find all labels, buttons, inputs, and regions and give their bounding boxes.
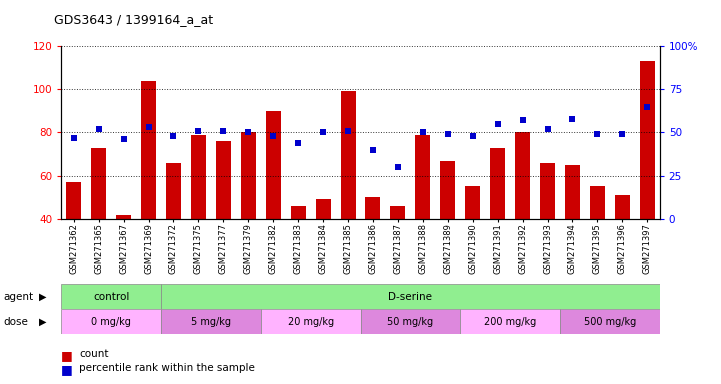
Bar [291, 206, 306, 219]
Bar [141, 81, 156, 219]
Point [392, 164, 404, 170]
Point [517, 118, 528, 124]
Point [567, 116, 578, 122]
Text: ▶: ▶ [39, 316, 46, 327]
Point [417, 129, 428, 136]
Text: control: control [93, 291, 129, 302]
Bar [161, 284, 660, 309]
Bar [316, 199, 330, 219]
Bar [161, 309, 261, 334]
Bar [261, 309, 360, 334]
Bar [91, 147, 106, 219]
Text: ■: ■ [61, 363, 73, 376]
Bar [540, 163, 555, 219]
Point [616, 131, 628, 137]
Bar [66, 182, 81, 219]
Point [118, 136, 129, 142]
Text: 50 mg/kg: 50 mg/kg [387, 316, 433, 327]
Point [242, 129, 254, 136]
Bar [61, 284, 161, 309]
Bar [391, 206, 405, 219]
Bar [166, 163, 181, 219]
Bar [490, 147, 505, 219]
Bar [216, 141, 231, 219]
Text: agent: agent [4, 291, 34, 302]
Text: 5 mg/kg: 5 mg/kg [191, 316, 231, 327]
Bar [441, 161, 455, 219]
Point [218, 127, 229, 134]
Bar [61, 309, 161, 334]
Text: count: count [79, 349, 109, 359]
Point [442, 131, 454, 137]
Bar [360, 309, 460, 334]
Bar [615, 195, 630, 219]
Bar [266, 111, 280, 219]
Point [293, 140, 304, 146]
Bar [366, 197, 381, 219]
Text: ▶: ▶ [39, 291, 46, 302]
Bar [590, 187, 605, 219]
Bar [241, 132, 256, 219]
Text: ■: ■ [61, 349, 73, 362]
Point [267, 133, 279, 139]
Point [492, 121, 503, 127]
Bar [340, 91, 355, 219]
Bar [640, 61, 655, 219]
Bar [415, 135, 430, 219]
Point [193, 127, 204, 134]
Point [592, 131, 603, 137]
Bar [560, 309, 660, 334]
Bar [465, 187, 480, 219]
Point [342, 127, 354, 134]
Point [467, 133, 479, 139]
Text: percentile rank within the sample: percentile rank within the sample [79, 363, 255, 373]
Bar [460, 309, 560, 334]
Point [93, 126, 105, 132]
Text: 20 mg/kg: 20 mg/kg [288, 316, 334, 327]
Bar [191, 135, 206, 219]
Text: GDS3643 / 1399164_a_at: GDS3643 / 1399164_a_at [54, 13, 213, 26]
Point [541, 126, 553, 132]
Bar [116, 215, 131, 219]
Text: 0 mg/kg: 0 mg/kg [92, 316, 131, 327]
Point [317, 129, 329, 136]
Text: 200 mg/kg: 200 mg/kg [484, 316, 536, 327]
Point [143, 124, 154, 130]
Bar [565, 165, 580, 219]
Text: dose: dose [4, 316, 29, 327]
Text: 500 mg/kg: 500 mg/kg [584, 316, 636, 327]
Point [168, 133, 180, 139]
Text: D-serine: D-serine [389, 291, 433, 302]
Point [68, 135, 79, 141]
Point [367, 147, 379, 153]
Point [642, 103, 653, 109]
Bar [515, 132, 530, 219]
